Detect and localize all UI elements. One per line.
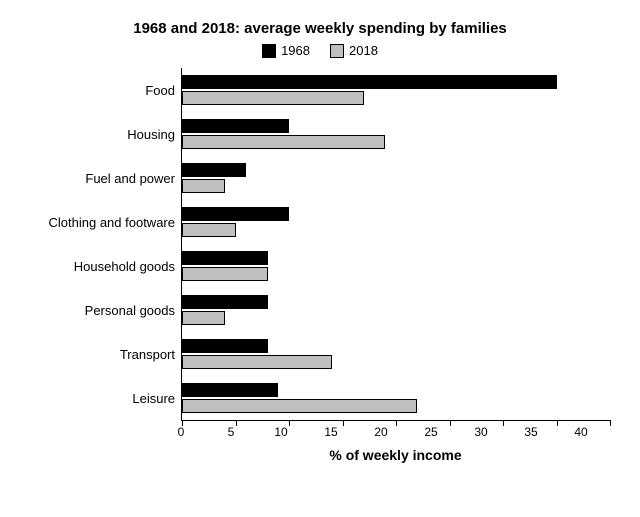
category-label: Leisure: [30, 376, 175, 420]
legend-label-1968: 1968: [281, 43, 310, 58]
bar-group: [182, 156, 610, 200]
bar-1968: [182, 119, 289, 133]
x-tick: [610, 420, 611, 426]
legend-swatch-2018: [330, 44, 344, 58]
bar-group: [182, 244, 610, 288]
x-tick-label: 30: [474, 425, 487, 439]
bar-2018: [182, 399, 417, 413]
category-label: Transport: [30, 332, 175, 376]
x-tick-label: 0: [178, 425, 185, 439]
category-label: Personal goods: [30, 288, 175, 332]
legend-item-2018: 2018: [330, 43, 378, 58]
bar-1968: [182, 295, 268, 309]
category-label: Fuel and power: [30, 156, 175, 200]
bar-1968: [182, 163, 246, 177]
category-label: Clothing and footware: [30, 200, 175, 244]
legend: 1968 2018: [30, 43, 610, 58]
legend-label-2018: 2018: [349, 43, 378, 58]
bars-area: [181, 68, 610, 421]
plot-area: FoodHousingFuel and powerClothing and fo…: [30, 68, 610, 421]
legend-item-1968: 1968: [262, 43, 310, 58]
bar-2018: [182, 223, 236, 237]
bar-2018: [182, 135, 385, 149]
bar-2018: [182, 311, 225, 325]
x-tick-label: 5: [228, 425, 235, 439]
x-tick-label: 15: [324, 425, 337, 439]
bar-1968: [182, 383, 278, 397]
x-tick-label: 35: [524, 425, 537, 439]
bar-group: [182, 376, 610, 420]
bar-1968: [182, 339, 268, 353]
bar-group: [182, 112, 610, 156]
bar-2018: [182, 355, 332, 369]
legend-swatch-1968: [262, 44, 276, 58]
x-tick-label: 40: [574, 425, 587, 439]
bar-1968: [182, 251, 268, 265]
x-tick-label: 25: [424, 425, 437, 439]
bar-2018: [182, 91, 364, 105]
bar-1968: [182, 75, 557, 89]
chart-container: 1968 and 2018: average weekly spending b…: [0, 0, 640, 517]
bar-group: [182, 288, 610, 332]
bar-2018: [182, 267, 268, 281]
bar-group: [182, 332, 610, 376]
x-tick-label: 20: [374, 425, 387, 439]
x-axis-label: % of weekly income: [181, 447, 610, 463]
bar-group: [182, 200, 610, 244]
bar-1968: [182, 207, 289, 221]
bar-2018: [182, 179, 225, 193]
category-label: Housing: [30, 112, 175, 156]
y-axis-labels: FoodHousingFuel and powerClothing and fo…: [30, 68, 181, 420]
x-tick-label: 10: [274, 425, 287, 439]
chart-title: 1968 and 2018: average weekly spending b…: [30, 20, 610, 37]
category-label: Food: [30, 68, 175, 112]
bar-group: [182, 68, 610, 112]
x-axis: 0510152025303540: [181, 421, 581, 441]
category-label: Household goods: [30, 244, 175, 288]
